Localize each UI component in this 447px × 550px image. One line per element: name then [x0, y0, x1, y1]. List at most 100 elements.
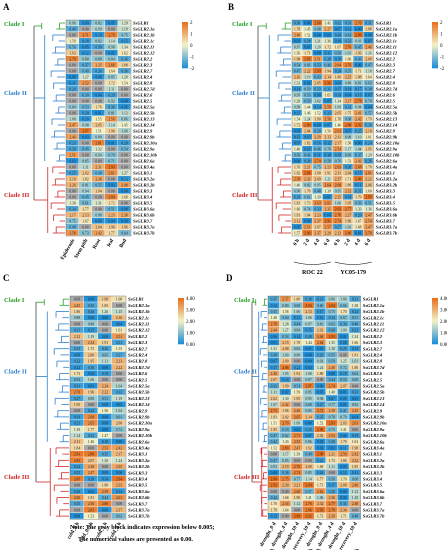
panel-d-cell	[279, 370, 291, 377]
panel-b-cell-value: 1.09	[335, 105, 341, 109]
panel-a-cell-value: 0.00	[121, 135, 127, 139]
panel-b-cell-value: 0.25	[355, 129, 361, 133]
panel-c-cell	[84, 314, 98, 321]
panel-c-cell-value: 2.07	[88, 459, 94, 463]
panel-d-cell-value: 1.70	[271, 502, 277, 506]
panel-c-cell-value: 0.35	[88, 304, 94, 308]
panel-c-cell-value: 2.16	[116, 316, 122, 320]
panel-d-cell	[326, 351, 338, 358]
panel-c-cell	[84, 426, 98, 432]
panel-a-cell-value: 0.00	[95, 81, 101, 85]
panel-b-column-label: 0 h	[292, 238, 301, 247]
panel-b-cell	[332, 146, 343, 152]
panel-b-cell-value: 0.46	[325, 63, 331, 67]
panel-d-cell-value: 0.00	[294, 459, 300, 463]
panel-b-cell	[292, 104, 302, 110]
panel-c-cell	[98, 482, 112, 488]
panel-d-cell	[279, 389, 291, 395]
panel-a-cell	[92, 32, 105, 38]
panel-c-cell-value: 0.09	[102, 403, 108, 407]
panel-b-group-label: ROC 22	[302, 270, 323, 276]
panel-d-cell-value: 0.68	[352, 477, 358, 481]
panel-c-cell	[112, 339, 126, 346]
panel-d-cell	[337, 432, 349, 439]
panel-c-cell	[98, 475, 112, 482]
panel-b-cell-value: 0.16	[314, 141, 320, 145]
panel-a-scale-step	[182, 61, 188, 64]
panel-a-cell-value: 0.09	[82, 21, 88, 25]
panel-d-scale-step	[432, 333, 438, 336]
panel-d-cell	[326, 401, 338, 408]
panel-a-cell-value: 0.64	[121, 231, 127, 235]
panel-c-cell-value: 2.38	[88, 465, 94, 469]
panel-a-column-label: leaf	[106, 238, 115, 248]
panel-b-cell	[332, 194, 343, 200]
panel-b-gene-label: SsGLR2.6a	[376, 159, 398, 164]
panel-b-clade-label: Clade II	[232, 90, 255, 97]
panel-c-cell	[70, 451, 84, 457]
panel-d-cell-value: 1.48	[271, 316, 277, 320]
panel-a-cell	[92, 80, 105, 86]
panel-a-cell-value: 1.77	[108, 231, 114, 235]
panel-d-cell-value: 0.00	[340, 353, 346, 357]
panel-d-cell-value: 0.36	[340, 322, 346, 326]
panel-d-cell-value: 1.05	[282, 372, 288, 376]
panel-b-cell-value: 2.61	[325, 201, 331, 205]
panel-c-cell-value: 2.89	[88, 453, 94, 457]
panel-a-cell-value: 0.49	[82, 69, 88, 73]
panel-b-cell-value: 0.00	[325, 33, 331, 37]
panel-a-cell-value: 0.18	[82, 39, 88, 43]
panel-d-cell-value: 0.00	[317, 378, 323, 382]
panel-a-cell	[79, 68, 92, 74]
panel-c-cell	[112, 364, 126, 370]
panel-c-cell-value: 1.61	[116, 329, 122, 333]
panel-a-cell	[105, 128, 118, 134]
panel-c-gene-label: SsGLR2.6a	[128, 439, 150, 444]
panel-b-group-brace	[334, 261, 372, 265]
panel-d-cell-value: 2.86	[305, 508, 311, 512]
panel-d-gene-label: SsGLR2.7d	[363, 365, 385, 370]
panel-c-cell	[98, 426, 112, 432]
panel-a-cell	[118, 218, 131, 224]
panel-d-cell-value: 1.86	[340, 459, 346, 463]
panel-b-cell	[322, 26, 333, 32]
panel-a-cell-value: 0.00	[108, 147, 114, 151]
panel-d-cell	[337, 469, 349, 476]
panel-d-cell	[268, 382, 280, 389]
panel-c-cell	[98, 339, 112, 346]
panel-a-cell	[66, 80, 79, 86]
panel-b-cell	[322, 80, 333, 86]
panel-b-column-label: 6 d	[323, 238, 332, 247]
panel-b-cell	[332, 20, 343, 26]
panel-d-cell-value: 2.61	[352, 422, 358, 426]
panel-d-cell	[349, 463, 361, 470]
panel-b-cell-value: 0.42	[345, 33, 351, 37]
panel-b-cell-value: 0.90	[345, 135, 351, 139]
panel-d-cell-value: 2.98	[317, 453, 323, 457]
panel-a-cell	[105, 194, 118, 200]
panel-c-cell-value: 0.00	[102, 515, 108, 519]
panel-c-cell	[98, 413, 112, 420]
panel-b-cell	[343, 122, 353, 128]
panel-b-cell-value: 1.24	[304, 117, 310, 121]
panel-a-cell	[79, 44, 92, 50]
panel-a-scale-step	[182, 34, 188, 37]
panel-a-cell-value: 0.54	[121, 147, 127, 151]
panel-b-cell	[353, 134, 363, 140]
panel-c-cell-value: 0.00	[102, 428, 108, 432]
panel-c-cell-value: 1.19	[88, 335, 94, 339]
panel-a-cell-value: 1.68	[121, 195, 127, 199]
panel-d-cell	[268, 494, 280, 501]
panel-c-cell	[84, 488, 98, 494]
panel-a-scale-step	[182, 46, 188, 49]
panel-c-cell	[70, 364, 84, 370]
panel-b-cell	[322, 92, 333, 98]
panel-b-cell-value: 2.54	[365, 219, 371, 223]
panel-c-cell-value: 1.68	[116, 298, 122, 302]
panel-b-cell	[302, 26, 312, 32]
panel-d-scale-step	[432, 330, 438, 333]
panel-a-scale-step	[182, 54, 188, 57]
panel-b-cell-value: 2.04	[345, 171, 351, 175]
panel-d-cell	[268, 314, 280, 321]
panel-d-cell	[279, 351, 291, 358]
